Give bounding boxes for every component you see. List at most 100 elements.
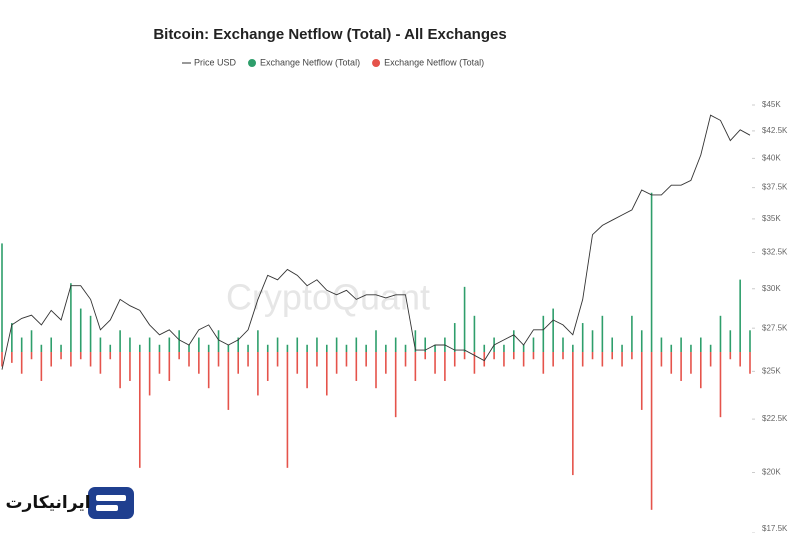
bar [178,330,180,353]
bar [168,337,171,353]
legend-label: Price USD [194,57,237,67]
bar [296,337,299,353]
bar [473,315,476,353]
y2-tick-label: $35K [762,214,781,223]
legend-item: Price USD [182,57,237,67]
bar [394,352,397,418]
bar [690,344,692,353]
bar [138,352,141,468]
y2-tick-label: $45K [762,100,781,109]
bar [503,352,505,367]
bar [99,337,102,353]
legend-dot [372,59,381,67]
bar [542,315,545,353]
y2-tick-label: $42.5K [762,126,788,135]
price-line [1,114,751,370]
bar [483,352,486,367]
bar [552,308,554,353]
bar [591,330,594,353]
bar [50,337,53,353]
bar [729,352,732,360]
bar [414,330,417,353]
bar [148,337,151,353]
bar [640,352,643,410]
bar [591,352,594,360]
bar [257,352,259,396]
bar [247,352,249,367]
bar [434,344,436,353]
y2-tick-label: $32.5K [762,248,788,257]
bar [286,344,289,353]
bar [611,352,614,360]
bar [227,352,230,410]
bar [690,352,692,374]
bar [680,337,682,353]
bar [512,352,515,360]
y2-tick-label: $30K [762,284,781,293]
bar [463,286,466,353]
bar [719,315,722,353]
bar [739,352,741,367]
bar [621,344,623,353]
bar [306,344,308,353]
bar [168,352,171,381]
bar [276,337,279,353]
bar [522,352,525,367]
bar [404,344,407,353]
bar [11,352,13,363]
bar [335,352,338,374]
bar [335,337,338,353]
bar [306,352,308,389]
bar [444,352,446,381]
bar [40,352,43,381]
bar [11,323,13,353]
bar [542,352,545,374]
bar [365,352,367,367]
bar [709,344,712,353]
y2-tick-label: $22.5K [762,414,788,423]
bar [434,352,436,374]
bar [414,352,417,381]
bar [650,352,653,510]
bar [572,344,574,353]
bar [325,352,328,396]
bar [581,323,584,353]
logo-icon-stripe [96,505,118,511]
bar [601,315,604,353]
bar [70,352,72,367]
bar [670,352,673,374]
bar [375,330,377,353]
bar [601,352,604,367]
bar [207,344,210,353]
bar [237,337,240,353]
bar [355,337,358,353]
bar [404,352,407,367]
bar [138,344,141,353]
bar [119,352,121,389]
bar [286,352,289,468]
bar [345,344,348,353]
bar [266,352,269,381]
bar [266,344,269,353]
bar [60,344,62,353]
bar [99,352,102,374]
bar [365,344,367,353]
bar [581,352,584,367]
bar [109,352,112,360]
bar [70,283,72,353]
bar [217,352,220,367]
bar [375,352,377,389]
bar [109,344,112,353]
bar [129,337,131,353]
bar [217,330,220,353]
logo-icon-stripe [96,495,126,501]
bar [178,352,180,360]
bar [522,344,525,353]
bar [483,344,486,353]
bar [709,352,712,367]
bar [660,352,663,367]
bar [20,337,23,353]
bar [631,352,633,360]
y2-tick-label: $25K [762,366,781,375]
